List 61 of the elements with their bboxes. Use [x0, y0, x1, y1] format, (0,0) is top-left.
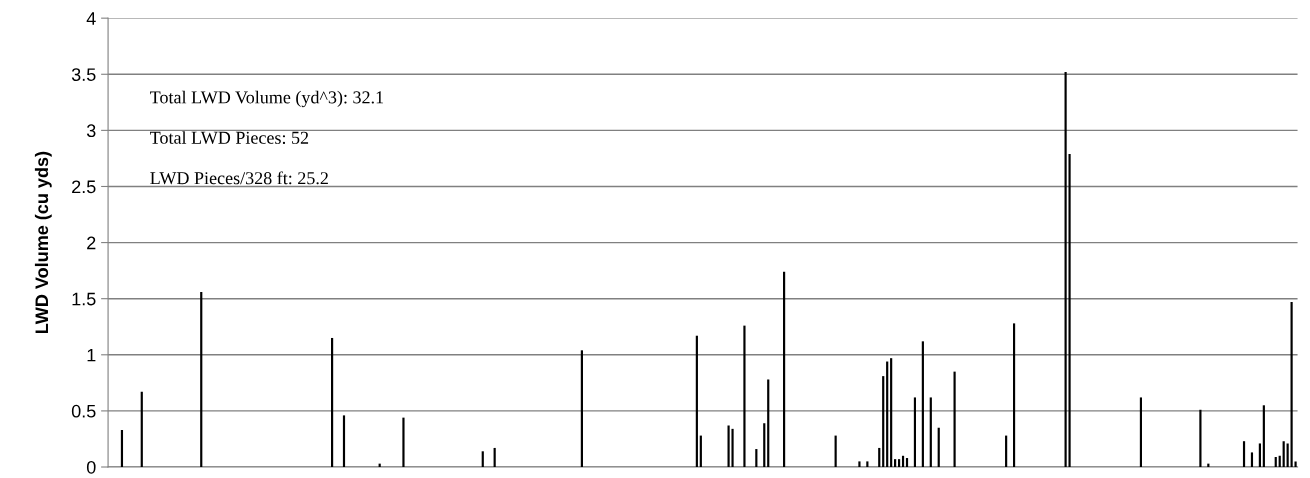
bar	[913, 397, 917, 468]
y-tick-label: 1.5	[72, 292, 96, 306]
bar	[1250, 452, 1254, 468]
bar	[937, 427, 940, 468]
y-tick-label: 1	[87, 348, 96, 362]
bar	[1242, 441, 1246, 468]
bar	[763, 423, 766, 468]
bar	[1012, 323, 1016, 468]
annotation: Total LWD Volume (yd^3): 32.1	[150, 90, 384, 108]
bar	[1005, 435, 1008, 468]
bar	[886, 361, 889, 468]
annotation: LWD Pieces/328 ft: 25.2	[150, 171, 328, 185]
y-tick-label: 3	[86, 124, 96, 138]
bar	[1262, 405, 1265, 468]
bar	[481, 451, 484, 468]
bar	[580, 350, 583, 468]
bar	[695, 335, 698, 468]
bar	[1139, 397, 1143, 468]
bar	[929, 397, 932, 468]
bar	[882, 376, 885, 468]
bar	[493, 447, 496, 468]
y-tick-label: 0.5	[71, 404, 96, 418]
bar	[1290, 302, 1293, 468]
bar	[921, 341, 924, 468]
y-tick-label: 0	[86, 460, 96, 474]
bar	[342, 415, 346, 468]
bar	[866, 461, 869, 468]
bar	[727, 425, 730, 468]
bar	[953, 371, 956, 468]
bar	[878, 447, 881, 468]
bar	[890, 358, 893, 468]
bar	[894, 459, 897, 468]
bar	[200, 291, 203, 468]
bar	[120, 429, 124, 468]
bar	[1282, 441, 1285, 468]
bar	[1258, 443, 1261, 468]
y-tick-label: 4	[86, 12, 96, 25]
bar	[1199, 409, 1202, 468]
bar	[905, 458, 909, 468]
bar	[731, 428, 734, 468]
y-tick-label: 3.5	[71, 68, 96, 81]
bar	[767, 379, 770, 468]
bar	[699, 435, 702, 468]
y-tick-label: 2	[87, 236, 96, 250]
bar	[1064, 72, 1067, 468]
bar	[1274, 456, 1277, 468]
bar	[743, 325, 746, 468]
bar	[834, 435, 837, 468]
bar	[1286, 443, 1289, 468]
bar	[897, 459, 901, 468]
bar	[402, 417, 405, 468]
bar	[140, 391, 143, 468]
bar	[755, 449, 758, 468]
bar	[901, 455, 905, 468]
annotation: Total LWD Pieces: 52	[150, 131, 309, 144]
y-axis-title: LWD Volume (cu yds)	[34, 151, 52, 333]
y-tick-label: 2.5	[72, 180, 96, 194]
bar	[1278, 455, 1281, 468]
bar	[331, 337, 334, 468]
bar	[783, 271, 786, 468]
bar	[858, 461, 861, 468]
